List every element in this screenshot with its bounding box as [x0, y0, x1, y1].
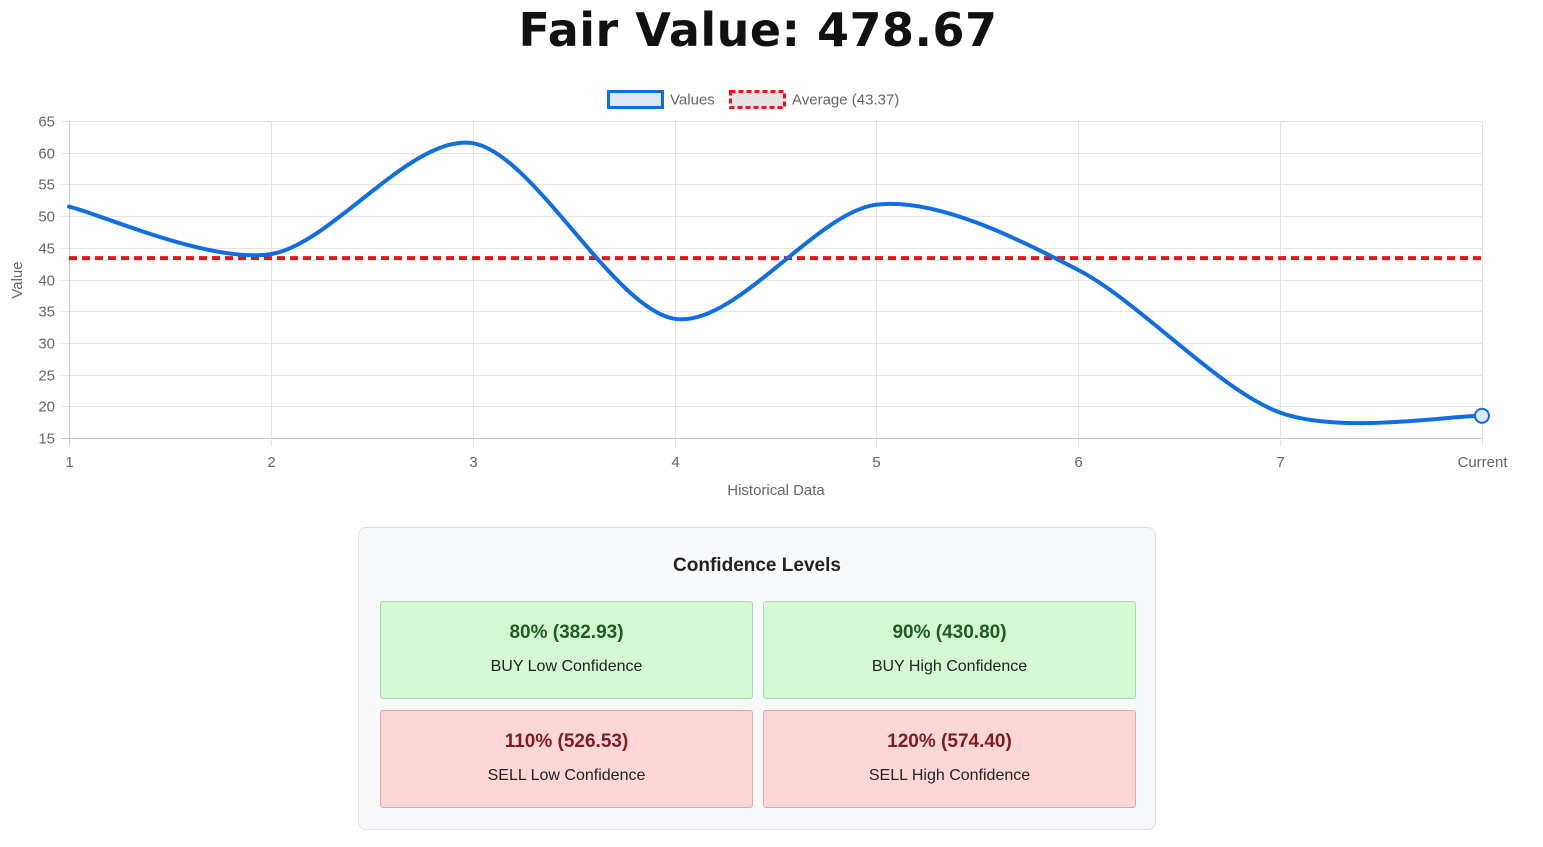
x-tick-label: 1 [65, 454, 73, 471]
legend-swatch-average [729, 90, 786, 109]
confidence-label: SELL Low Confidence [487, 767, 646, 784]
x-tick-label: 7 [1276, 454, 1284, 471]
y-tick-label: 25 [38, 368, 55, 385]
confidence-panel: Confidence Levels 80% (382.93) BUY Low C… [358, 527, 1156, 830]
x-tick-label: Current [1457, 454, 1508, 471]
y-tick-label: 55 [38, 177, 55, 194]
y-tick-label: 65 [38, 114, 55, 131]
x-tick-label: 3 [469, 454, 477, 471]
confidence-card-buy-high: 90% (430.80) BUY High Confidence [763, 601, 1136, 699]
legend-swatch-values [607, 90, 664, 109]
x-tick-label: 5 [872, 454, 880, 471]
data-point [1474, 407, 1490, 424]
x-tick-label: 4 [671, 454, 679, 471]
confidence-card-buy-low: 80% (382.93) BUY Low Confidence [380, 601, 753, 699]
confidence-value: 90% (430.80) [892, 622, 1007, 643]
legend-label-values: Values [670, 92, 715, 109]
y-tick-label: 60 [38, 146, 55, 163]
confidence-label: SELL High Confidence [868, 767, 1031, 784]
legend-item-values[interactable]: Values [607, 90, 715, 109]
confidence-title: Confidence Levels [673, 555, 841, 576]
y-tick-label: 15 [38, 431, 55, 448]
x-tick-label: 6 [1074, 454, 1082, 471]
confidence-card-sell-high: 120% (574.40) SELL High Confidence [763, 710, 1136, 808]
x-tick-label: 2 [267, 454, 275, 471]
y-tick-label: 40 [38, 273, 55, 290]
legend-item-average[interactable]: Average (43.37) [729, 90, 900, 109]
chart-legend: Values Average (43.37) [607, 90, 900, 109]
chart-series [67, 140, 1490, 426]
x-axis-title: Historical Data [727, 482, 825, 499]
page-title: Fair Value: 478.67 [518, 3, 998, 57]
confidence-card-sell-low: 110% (526.53) SELL Low Confidence [380, 710, 753, 808]
y-tick-label: 20 [38, 399, 55, 416]
y-axis-title: Value [9, 261, 26, 298]
confidence-value: 80% (382.93) [509, 622, 624, 643]
y-tick-label: 45 [38, 241, 55, 258]
values-series-line [67, 140, 1484, 426]
legend-label-average: Average (43.37) [792, 92, 899, 109]
y-tick-label: 30 [38, 336, 55, 353]
confidence-value: 110% (526.53) [504, 731, 629, 752]
confidence-value: 120% (574.40) [887, 731, 1012, 752]
y-tick-label: 50 [38, 209, 55, 226]
confidence-label: BUY High Confidence [871, 658, 1028, 675]
chart-grid [61, 121, 1483, 446]
confidence-label: BUY Low Confidence [490, 658, 643, 675]
y-tick-label: 35 [38, 304, 55, 321]
